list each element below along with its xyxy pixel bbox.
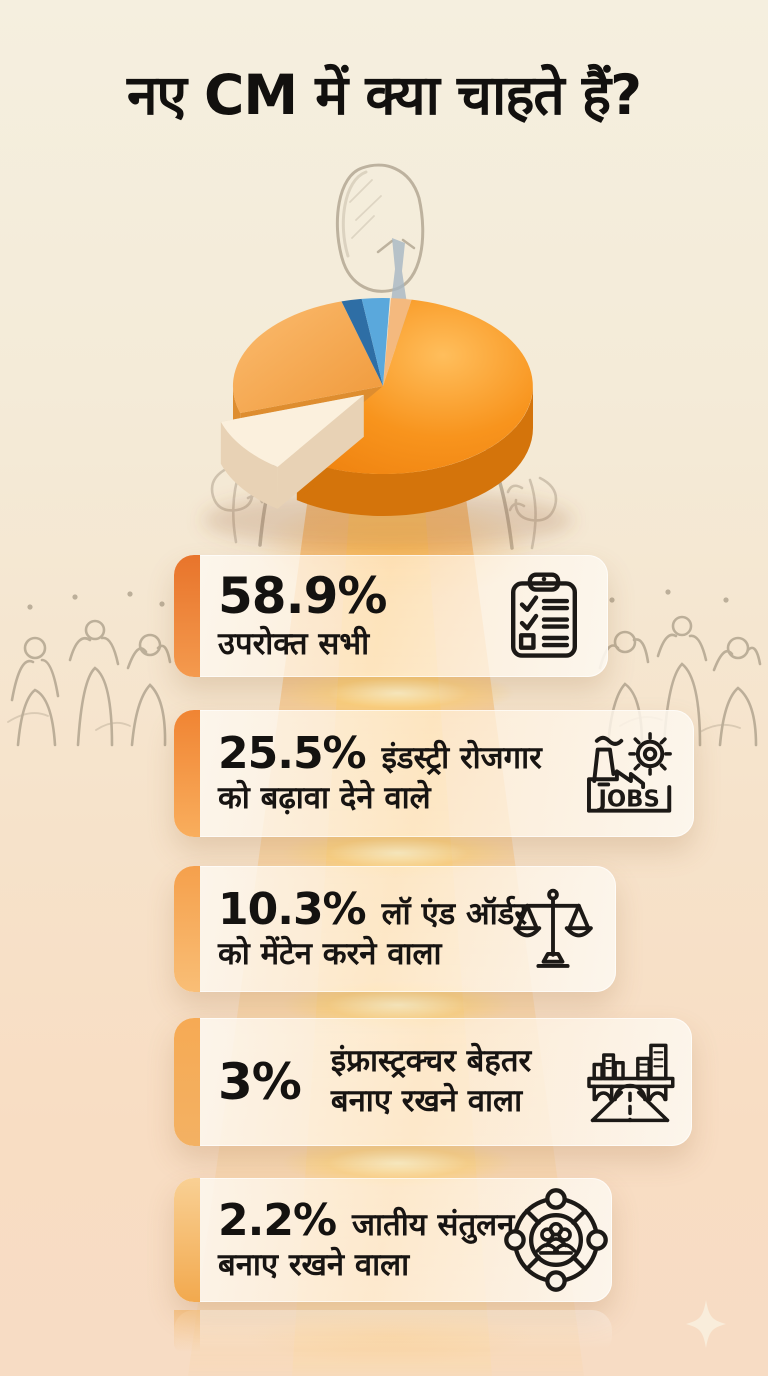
page-title: नए CM में क्या चाहते हैं? bbox=[126, 63, 642, 127]
stat-card-caste-balance: 2.2% जातीय संतुलन बनाए रखने वाला bbox=[174, 1178, 612, 1302]
card-label: जातीय संतुलन bbox=[352, 1206, 515, 1243]
community-icon bbox=[504, 1188, 608, 1292]
card-accent-bar bbox=[174, 555, 200, 677]
card-label: को बढ़ावा देने वाले bbox=[218, 780, 431, 817]
percent-value: 10.3% bbox=[218, 883, 367, 935]
sparkle-icon bbox=[686, 1300, 726, 1348]
card-label: इंडस्ट्री रोजगार bbox=[381, 740, 542, 777]
stat-card-law-order: 10.3% लॉ एंड ऑर्डर को मेंटेन करने वाला bbox=[174, 866, 616, 992]
card-label: लॉ एंड ऑर्डर bbox=[381, 895, 527, 932]
card-accent-reflection bbox=[174, 1310, 200, 1352]
crowd-sketch-left bbox=[7, 591, 172, 747]
card-accent-bar bbox=[174, 1178, 200, 1302]
stat-card-infrastructure: 3% इंफ्रास्ट्रक्चर बेहतर बनाए रखने वाला bbox=[174, 1018, 692, 1146]
card-accent-bar bbox=[174, 710, 200, 837]
card-label: इंफ्रास्ट्रक्चर बेहतर bbox=[330, 1043, 532, 1080]
card-label: उपरोक्त सभी bbox=[218, 626, 370, 663]
card-label: बनाए रखने वाला bbox=[218, 1246, 410, 1283]
percent-value: 58.9% bbox=[218, 567, 387, 626]
stat-card-industry-jobs: 25.5% इंडस्ट्री रोजगार को बढ़ावा देने वाल… bbox=[174, 710, 694, 837]
svg-text:JOBS: JOBS bbox=[596, 786, 659, 812]
clipboard-checklist-icon bbox=[511, 572, 577, 658]
percent-value: 2.2% bbox=[218, 1194, 337, 1246]
percent-value: 3% bbox=[218, 1053, 302, 1111]
card-label: बनाए रखने वाला bbox=[330, 1083, 523, 1119]
card-reflection bbox=[174, 1310, 612, 1356]
card-accent-bar bbox=[174, 1018, 200, 1146]
justice-scale-icon bbox=[513, 888, 593, 968]
floor-glow bbox=[200, 1296, 580, 1376]
card-label: को मेंटेन करने वाला bbox=[218, 935, 442, 972]
stat-card-all-of-above: 58.9% उपरोक्त सभी bbox=[174, 555, 608, 677]
infrastructure-icon bbox=[587, 1043, 675, 1123]
card-accent-bar bbox=[174, 866, 200, 992]
percent-value: 25.5% bbox=[218, 728, 367, 780]
factory-jobs-icon: JOBS bbox=[587, 731, 672, 813]
